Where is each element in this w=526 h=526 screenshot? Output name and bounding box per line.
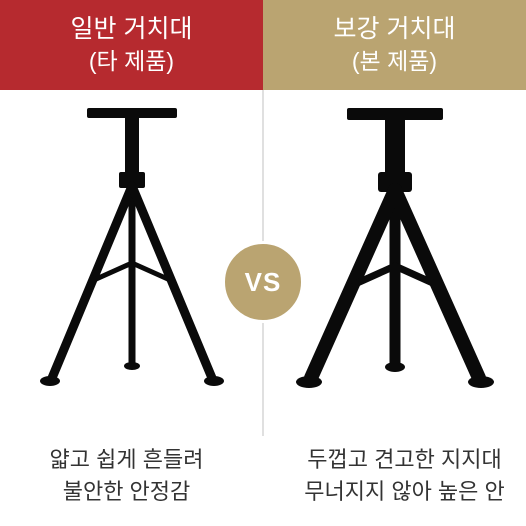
panel-left: 일반 거치대 (타 제품) 얇고 쉽게 흔들려 불안한 안정감 — [0, 0, 263, 526]
header-right-title: 보강 거치대 — [334, 13, 456, 47]
panel-right: 보강 거치대 (본 제품) 두껍고 견고한 지지대 무너지지 않아 높은 안 — [263, 0, 526, 526]
caption-right: 두껍고 견고한 지지대 무너지지 않아 높은 안 — [263, 444, 526, 508]
caption-right-line1: 두껍고 견고한 지지대 — [283, 444, 526, 476]
caption-left-line1: 얇고 쉽게 흔들려 — [0, 444, 253, 476]
caption-right-line2: 무너지지 않아 높은 안 — [283, 476, 526, 508]
caption-left: 얇고 쉽게 흔들려 불안한 안정감 — [0, 444, 263, 508]
header-right: 보강 거치대 (본 제품) — [263, 0, 526, 90]
vs-badge: VS — [222, 241, 304, 323]
tripod-right-image — [285, 108, 505, 408]
tripod-left-image — [22, 108, 242, 408]
header-left-title: 일반 거치대 — [71, 13, 193, 47]
tripod-left-wrap — [0, 90, 263, 426]
header-right-subtitle: (본 제품) — [352, 46, 437, 77]
vs-label: VS — [245, 267, 282, 298]
caption-left-line2: 불안한 안정감 — [0, 476, 253, 508]
tripod-right-wrap — [263, 90, 526, 426]
header-left-subtitle: (타 제품) — [89, 46, 174, 77]
header-left: 일반 거치대 (타 제품) — [0, 0, 263, 90]
